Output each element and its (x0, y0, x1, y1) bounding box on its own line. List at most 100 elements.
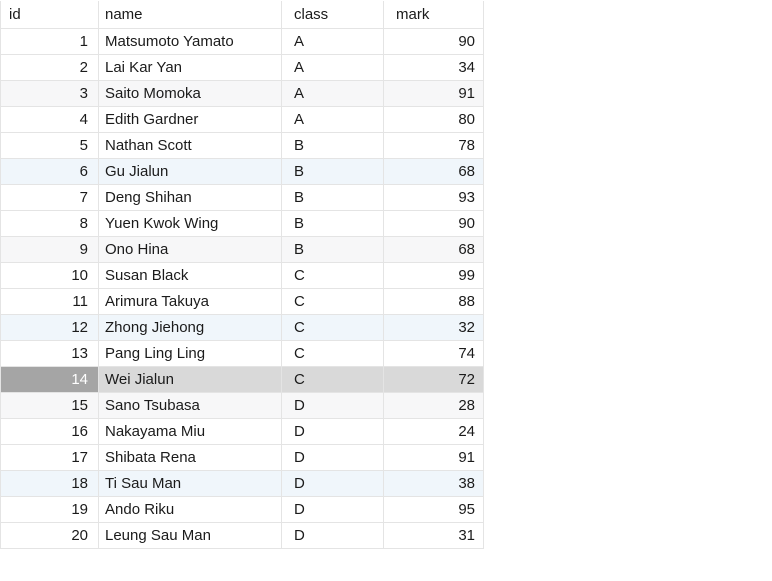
table-row: 17 Shibata Rena D 91 (0, 444, 484, 471)
cell-mark[interactable]: 80 (383, 106, 484, 133)
cell-id[interactable]: 7 (0, 184, 99, 211)
cell-id[interactable]: 13 (0, 340, 99, 367)
cell-mark[interactable]: 38 (383, 470, 484, 497)
cell-mark[interactable]: 93 (383, 184, 484, 211)
cell-class[interactable]: A (281, 106, 384, 133)
table-row: 20 Leung Sau Man D 31 (0, 522, 484, 549)
cell-class[interactable]: C (281, 262, 384, 289)
cell-class[interactable]: D (281, 444, 384, 471)
cell-mark[interactable]: 91 (383, 444, 484, 471)
table-row: 18 Ti Sau Man D 38 (0, 470, 484, 497)
cell-class[interactable]: D (281, 392, 384, 419)
cell-mark[interactable]: 34 (383, 54, 484, 81)
cell-mark[interactable]: 99 (383, 262, 484, 289)
cell-id[interactable]: 6 (0, 158, 99, 185)
cell-name[interactable]: Shibata Rena (98, 444, 282, 471)
data-grid: id name class mark 1 Matsumoto Yamato A 90 2… (0, 1, 484, 549)
column-header-class[interactable]: class (281, 1, 384, 29)
cell-id[interactable]: 17 (0, 444, 99, 471)
cell-mark[interactable]: 90 (383, 210, 484, 237)
cell-mark[interactable]: 24 (383, 418, 484, 445)
cell-id[interactable]: 5 (0, 132, 99, 159)
cell-mark[interactable]: 28 (383, 392, 484, 419)
cell-name[interactable]: Zhong Jiehong (98, 314, 282, 341)
cell-class[interactable]: B (281, 236, 384, 263)
cell-name[interactable]: Pang Ling Ling (98, 340, 282, 367)
cell-mark[interactable]: 74 (383, 340, 484, 367)
cell-name[interactable]: Edith Gardner (98, 106, 282, 133)
cell-mark[interactable]: 68 (383, 158, 484, 185)
cell-name[interactable]: Ono Hina (98, 236, 282, 263)
table-row: 2 Lai Kar Yan A 34 (0, 54, 484, 81)
cell-id[interactable]: 16 (0, 418, 99, 445)
cell-id[interactable]: 3 (0, 80, 99, 107)
cell-class[interactable]: B (281, 158, 384, 185)
cell-name[interactable]: Yuen Kwok Wing (98, 210, 282, 237)
cell-id[interactable]: 20 (0, 522, 99, 549)
cell-id[interactable]: 12 (0, 314, 99, 341)
table-row: 8 Yuen Kwok Wing B 90 (0, 210, 484, 237)
table-row: 3 Saito Momoka A 91 (0, 80, 484, 107)
cell-name[interactable]: Ando Riku (98, 496, 282, 523)
cell-mark[interactable]: 32 (383, 314, 484, 341)
cell-id[interactable]: 10 (0, 262, 99, 289)
header-row: id name class mark (0, 1, 484, 29)
cell-class[interactable]: D (281, 522, 384, 549)
cell-class[interactable]: B (281, 132, 384, 159)
cell-class[interactable]: D (281, 496, 384, 523)
cell-id[interactable]: 8 (0, 210, 99, 237)
cell-name[interactable]: Leung Sau Man (98, 522, 282, 549)
cell-mark[interactable]: 31 (383, 522, 484, 549)
cell-mark[interactable]: 72 (383, 366, 484, 393)
cell-mark[interactable]: 91 (383, 80, 484, 107)
cell-name[interactable]: Sano Tsubasa (98, 392, 282, 419)
cell-name[interactable]: Nakayama Miu (98, 418, 282, 445)
cell-name[interactable]: Deng Shihan (98, 184, 282, 211)
cell-class[interactable]: C (281, 340, 384, 367)
table-row: 15 Sano Tsubasa D 28 (0, 392, 484, 419)
cell-id[interactable]: 19 (0, 496, 99, 523)
cell-class[interactable]: A (281, 54, 384, 81)
column-header-id[interactable]: id (0, 1, 99, 29)
cell-name[interactable]: Lai Kar Yan (98, 54, 282, 81)
cell-mark[interactable]: 95 (383, 496, 484, 523)
column-header-mark[interactable]: mark (383, 1, 484, 29)
cell-id[interactable]: 2 (0, 54, 99, 81)
table-row: 9 Ono Hina B 68 (0, 236, 484, 263)
cell-class[interactable]: C (281, 366, 384, 393)
cell-class[interactable]: D (281, 470, 384, 497)
cell-name[interactable]: Arimura Takuya (98, 288, 282, 315)
table-row: 11 Arimura Takuya C 88 (0, 288, 484, 315)
grid-header: id name class mark (0, 1, 484, 29)
cell-mark[interactable]: 88 (383, 288, 484, 315)
cell-name[interactable]: Gu Jialun (98, 158, 282, 185)
cell-id[interactable]: 14 (0, 366, 99, 393)
cell-name[interactable]: Wei Jialun (98, 366, 282, 393)
cell-class[interactable]: C (281, 288, 384, 315)
cell-name[interactable]: Saito Momoka (98, 80, 282, 107)
cell-class[interactable]: D (281, 418, 384, 445)
cell-id[interactable]: 1 (0, 28, 99, 55)
cell-class[interactable]: A (281, 80, 384, 107)
cell-class[interactable]: B (281, 184, 384, 211)
cell-name[interactable]: Ti Sau Man (98, 470, 282, 497)
cell-mark[interactable]: 68 (383, 236, 484, 263)
cell-id[interactable]: 11 (0, 288, 99, 315)
cell-class[interactable]: A (281, 28, 384, 55)
table-row: 14 Wei Jialun C 72 (0, 366, 484, 393)
table-row: 5 Nathan Scott B 78 (0, 132, 484, 159)
cell-id[interactable]: 18 (0, 470, 99, 497)
cell-class[interactable]: B (281, 210, 384, 237)
cell-id[interactable]: 4 (0, 106, 99, 133)
table-row: 6 Gu Jialun B 68 (0, 158, 484, 185)
cell-mark[interactable]: 78 (383, 132, 484, 159)
column-header-name[interactable]: name (98, 1, 282, 29)
cell-name[interactable]: Susan Black (98, 262, 282, 289)
cell-id[interactable]: 9 (0, 236, 99, 263)
cell-name[interactable]: Nathan Scott (98, 132, 282, 159)
cell-class[interactable]: C (281, 314, 384, 341)
cell-id[interactable]: 15 (0, 392, 99, 419)
cell-mark[interactable]: 90 (383, 28, 484, 55)
table-row: 16 Nakayama Miu D 24 (0, 418, 484, 445)
cell-name[interactable]: Matsumoto Yamato (98, 28, 282, 55)
